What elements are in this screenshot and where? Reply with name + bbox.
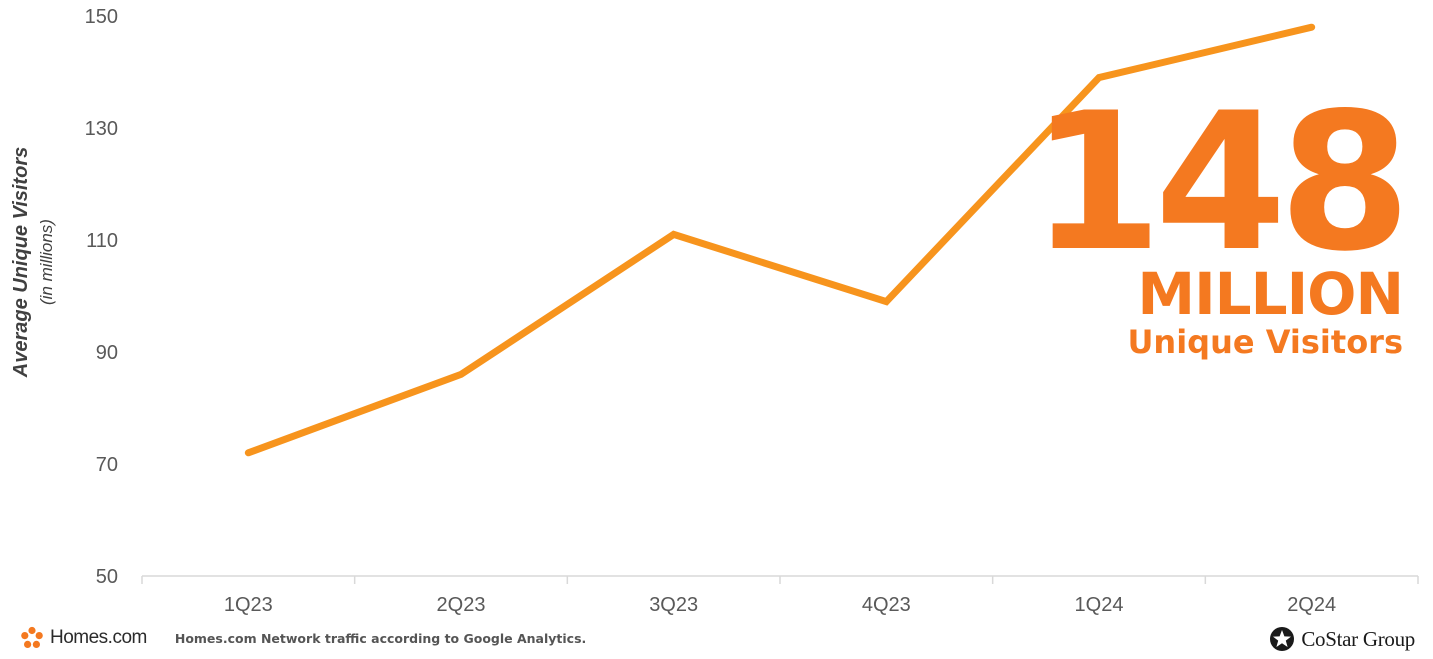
partner-name: CoStar Group [1301, 626, 1415, 651]
y-tick-label: 130 [85, 118, 118, 140]
x-tick-label: 1Q23 [224, 594, 273, 616]
x-tick-label: 3Q23 [649, 594, 698, 616]
homes-logo-icon [21, 626, 43, 648]
y-axis-ticks: 50 70 90 110 130 150 [85, 6, 118, 588]
x-tick-label: 2Q24 [1287, 594, 1336, 616]
x-tick-label: 4Q23 [862, 594, 911, 616]
source-note: Homes.com Network traffic according to G… [174, 630, 587, 646]
y-axis-label-group: Average Unique Visitors (in millions) [10, 147, 56, 378]
y-tick-label: 90 [96, 342, 118, 364]
series-group [244, 23, 1316, 457]
callout-unit: MILLION [1137, 260, 1404, 328]
costar-logo-icon [1270, 627, 1295, 651]
y-tick-label: 110 [86, 230, 118, 252]
y-axis-sublabel: (in millions) [37, 219, 56, 305]
callout-label: Unique Visitors [1127, 323, 1403, 361]
x-axis-ticks: 1Q23 2Q23 3Q23 4Q23 1Q24 2Q24 [141, 576, 1419, 616]
series-line [244, 23, 1316, 457]
footer-left: Homes.com Homes.com Network traffic acco… [20, 626, 586, 650]
y-tick-label: 70 [96, 454, 118, 476]
callout: 148 MILLION Unique Visitors [1030, 72, 1411, 362]
x-tick-label: 2Q23 [437, 594, 486, 616]
y-tick-label: 50 [96, 566, 118, 588]
y-tick-label: 150 [85, 6, 118, 28]
callout-number: 148 [1030, 72, 1411, 293]
x-tick-label: 1Q24 [1075, 594, 1124, 616]
y-axis-label: Average Unique Visitors [10, 147, 32, 378]
brand-name: Homes.com [50, 627, 147, 648]
footer-right: CoStar Group [1269, 626, 1415, 652]
